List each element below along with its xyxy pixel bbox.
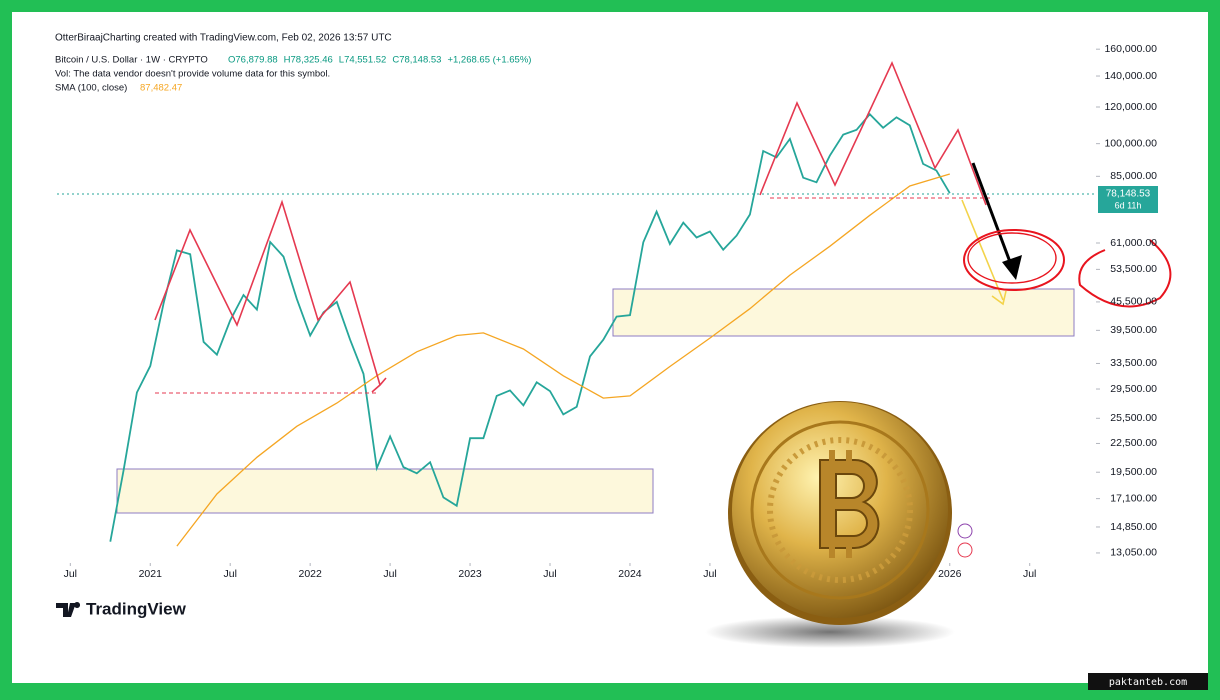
highlight-circle — [1078, 239, 1172, 308]
coin-shadow — [705, 616, 955, 648]
ohlc-value: +1,268.65 (+1.65%) — [447, 55, 531, 66]
y-tick-label: 17,100.00 — [1110, 492, 1157, 504]
y-tick-label: 25,500.00 — [1110, 412, 1157, 424]
ohlc: O76,879.88 H78,325.46 L74,551.52 C78,148.53… — [228, 55, 531, 66]
sma-value: 87,482.47 — [140, 83, 182, 94]
pattern-line — [154, 199, 381, 386]
arrow — [971, 162, 1015, 271]
x-tick-label: Jul — [224, 568, 237, 580]
coin-ring — [750, 420, 930, 600]
countdown: 6d 11h — [1115, 200, 1142, 210]
y-tick-label: 85,000.00 — [1110, 170, 1157, 182]
x-tick-label: 2022 — [298, 568, 322, 580]
x-tick-label: Jul — [1023, 568, 1036, 580]
sma-line — [176, 173, 950, 547]
y-tick-label: 61,000.00 — [1110, 237, 1157, 249]
arrow — [1002, 255, 1022, 280]
price-label — [1098, 186, 1158, 213]
brand: TradingView — [86, 599, 187, 618]
y-tick-label: 53,500.00 — [1110, 263, 1157, 275]
event-icon — [957, 542, 973, 558]
x-tick-label: Jul — [64, 568, 77, 580]
volume-note: Vol: The data vendor doesn't provide vol… — [55, 69, 330, 80]
y-tick-label: 13,050.00 — [1110, 547, 1157, 559]
coin-symbol — [819, 458, 880, 550]
y-tick-label: 45,500.00 — [1110, 296, 1157, 308]
x-tick-label: 2021 — [139, 568, 163, 580]
watermark-bg — [1088, 673, 1208, 690]
watermark: paktanteb.com — [1109, 677, 1187, 688]
x-tick-label: Jul — [383, 568, 396, 580]
y-tick-label: 140,000.00 — [1104, 70, 1157, 82]
symbol: Bitcoin / U.S. Dollar · 1W · CRYPTO — [55, 55, 208, 66]
attribution: OtterBiraajCharting created with Trading… — [55, 33, 392, 44]
y-tick-label: 100,000.00 — [1104, 137, 1157, 149]
arrow — [961, 199, 1004, 301]
x-tick-label: 2024 — [618, 568, 642, 580]
ohlc-value: H78,325.46 — [284, 55, 333, 66]
x-tick-label: Jul — [703, 568, 716, 580]
panel — [12, 12, 1208, 683]
arrow — [991, 290, 1007, 306]
y-tick-label: 39,500.00 — [1110, 324, 1157, 336]
y-tick-label: 14,850.00 — [1110, 521, 1157, 533]
pattern-line — [759, 61, 987, 206]
sma-legend: SMA (100, close) — [55, 83, 127, 94]
series-layer — [109, 112, 951, 547]
y-tick-label: 33,500.00 — [1110, 357, 1157, 369]
price-label-text: 78,148.53 — [1106, 189, 1151, 200]
y-tick-label: 29,500.00 — [1110, 383, 1157, 395]
ohlc-value: O76,879.88 — [228, 55, 278, 66]
coin-symbol — [829, 450, 835, 462]
x-tick-label: Jul — [543, 568, 556, 580]
demand-zone — [116, 468, 654, 514]
pattern-line — [371, 377, 387, 393]
coin-ring — [767, 437, 913, 583]
highlight-circle — [963, 229, 1065, 291]
y-tick-label: 160,000.00 — [1104, 43, 1157, 55]
demand-zone — [612, 288, 1075, 337]
ohlc-value: C78,148.53 — [392, 55, 441, 66]
coin-symbol — [846, 450, 852, 462]
ohlc-value: L74,551.52 — [339, 55, 387, 66]
y-tick-label: 22,500.00 — [1110, 437, 1157, 449]
highlight-circle — [967, 232, 1057, 284]
y-tick-label: 120,000.00 — [1104, 101, 1157, 113]
y-tick-label: 19,500.00 — [1110, 466, 1157, 478]
x-tick-label: 2023 — [458, 568, 482, 580]
coin-symbol — [829, 546, 835, 558]
coin-symbol — [846, 546, 852, 558]
brand-logo — [56, 602, 81, 617]
price-line-series — [109, 112, 951, 542]
x-tick-label: 2026 — [938, 568, 962, 580]
event-icon — [957, 523, 973, 539]
